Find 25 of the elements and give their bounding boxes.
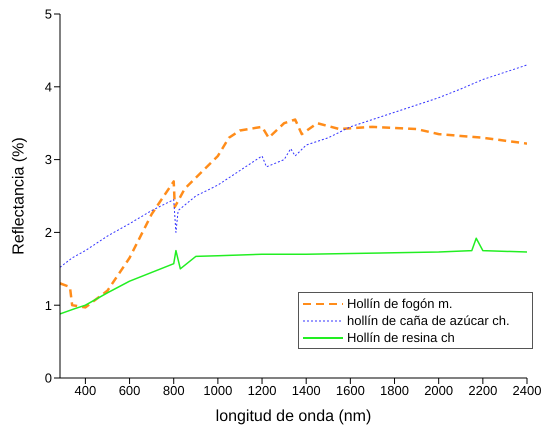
x-tick-label: 600 — [118, 383, 140, 398]
x-tick-label: 1600 — [336, 383, 365, 398]
y-tick-label: 4 — [44, 79, 52, 94]
legend-label: Hollín de resina ch — [347, 330, 455, 345]
y-tick-label: 5 — [44, 6, 52, 22]
x-tick-label: 800 — [162, 383, 185, 398]
x-axis-title: longitud de onda (nm) — [216, 408, 372, 425]
legend-label: hollín de caña de azúcar ch. — [347, 313, 510, 328]
y-tick-label: 1 — [44, 298, 52, 313]
y-tick-label: 3 — [44, 152, 52, 168]
y-axis-title: Reflectancia (%) — [10, 137, 28, 255]
x-tick-label: 400 — [74, 383, 96, 398]
line-series — [60, 237, 527, 315]
line-series — [60, 64, 527, 268]
x-tick-label: 2200 — [468, 383, 498, 398]
x-tick-label: 1000 — [203, 383, 232, 398]
x-tick-label: 2400 — [512, 383, 542, 398]
x-tick-label: 1200 — [248, 383, 276, 398]
y-tick-label: 2 — [44, 225, 52, 240]
x-tick-label: 2000 — [424, 383, 454, 398]
legend-label: Hollín de fogón m. — [347, 296, 453, 311]
y-tick-label: 0 — [44, 370, 52, 386]
x-tick-label: 1800 — [380, 383, 409, 398]
line-series — [60, 118, 527, 309]
x-tick-label: 1400 — [292, 383, 321, 398]
